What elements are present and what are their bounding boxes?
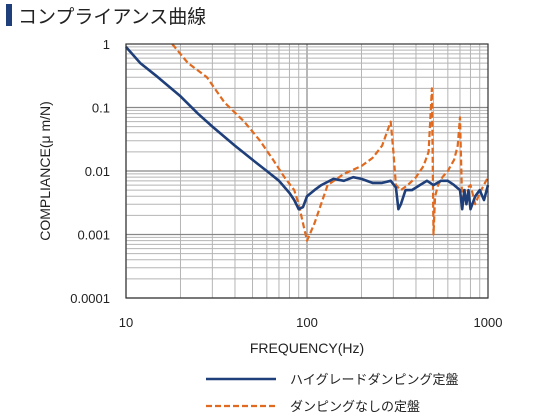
y-tick-labels: 1 0.1 0.01 0.001 0.0001 [70,37,110,306]
y-tick-label: 1 [103,37,110,52]
series-lines [125,43,490,242]
x-axis-label: FREQUENCY(Hz) [250,340,364,356]
page-title: コンプライアンス曲線 [18,6,207,28]
y-tick-label: 0.01 [85,164,110,179]
series-line-1 [125,46,490,211]
legend-label-2: ダンピングなしの定盤 [290,400,420,415]
series-line-2 [171,43,489,242]
x-tick-labels: 10 100 1000 [119,315,503,330]
y-tick-label: 0.0001 [70,291,110,306]
x-tick-label: 100 [296,315,318,330]
plot-border [125,43,489,299]
x-tick-label: 1000 [474,315,503,330]
title-accent-bar [6,4,12,26]
legend-label-1: ハイグレードダンピング定盤 [290,373,458,388]
x-tick-label: 10 [119,315,133,330]
y-tick-label: 0.1 [92,101,110,116]
y-tick-label: 0.001 [77,228,110,243]
y-axis-label: COMPLIANCE(μ m/N) [37,101,53,241]
